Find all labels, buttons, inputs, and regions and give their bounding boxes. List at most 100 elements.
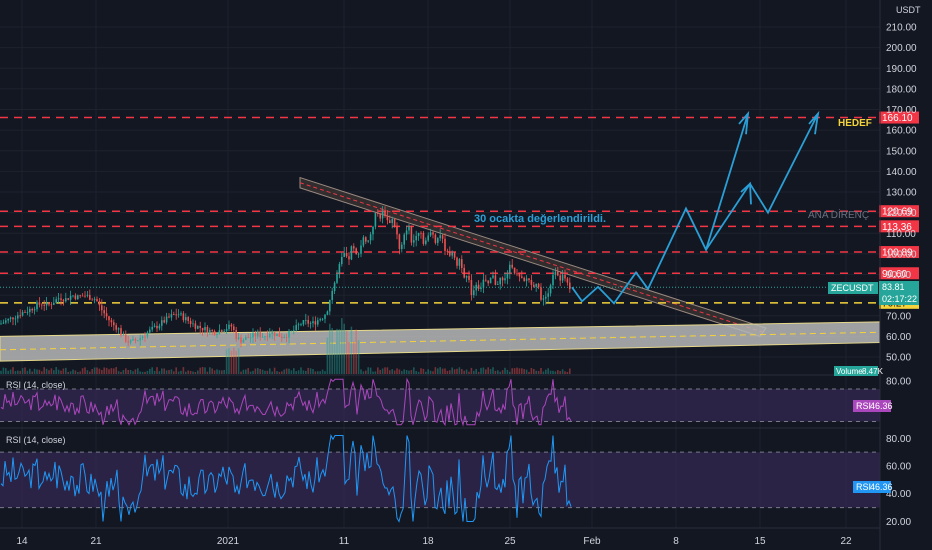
- candle-body: [177, 314, 180, 316]
- rsi-value-badge-1[interactable]: RSI 46.36: [853, 400, 893, 412]
- target-label: HEDEF: [838, 118, 872, 129]
- support-band-area: [0, 321, 881, 362]
- volume-bar: [254, 368, 257, 374]
- symbol-label: ZECUSDT: [831, 283, 874, 293]
- rsi-band-fill: [0, 452, 880, 508]
- resistance-value-1: 120.69: [882, 207, 913, 218]
- volume-bar: [9, 369, 12, 374]
- volume-bar: [139, 371, 141, 374]
- volume-bar: [50, 368, 53, 374]
- descending-channel[interactable]: [299, 176, 767, 337]
- volume-bar: [477, 371, 480, 374]
- volume-bar: [401, 371, 403, 374]
- candle-body: [437, 238, 439, 243]
- projection-arrowhead-2: [740, 181, 752, 205]
- volume-bar: [499, 371, 501, 374]
- candle-body: [369, 234, 372, 241]
- candle-body: [559, 275, 561, 281]
- volume-bar: [72, 369, 74, 374]
- volume-bar: [530, 367, 533, 374]
- volume-bar: [33, 368, 36, 374]
- candle-body: [465, 276, 468, 278]
- candle-body: [237, 337, 240, 340]
- candle-body: [305, 319, 307, 321]
- candle-body: [57, 298, 60, 300]
- candle-body: [257, 332, 259, 337]
- volume-bar: [554, 371, 557, 374]
- time-tick-5: 25: [504, 536, 516, 547]
- rsi-value-badge-2[interactable]: RSI 46.36: [853, 481, 893, 493]
- candle-body: [446, 250, 449, 252]
- volume-bar: [456, 368, 458, 374]
- candle-body: [129, 340, 132, 343]
- candle-body: [360, 245, 362, 254]
- candle-body: [79, 295, 81, 297]
- candle-body: [521, 276, 523, 278]
- time-tick-2: 2021: [217, 536, 240, 547]
- candle-body: [451, 252, 453, 256]
- candle-body: [163, 320, 165, 323]
- volume-bar: [43, 367, 45, 374]
- candle-body: [211, 329, 213, 332]
- volume-value: 8.47K: [862, 367, 884, 376]
- volume-bar: [69, 371, 72, 374]
- volume-bar: [245, 369, 247, 374]
- candle-body: [122, 334, 125, 336]
- volume-bar: [93, 367, 96, 374]
- projection-path[interactable]: [571, 110, 820, 305]
- rsi-panel-1: 80.00: [0, 376, 911, 427]
- support-band[interactable]: [0, 321, 881, 362]
- volume-badge[interactable]: Volume 8.47K: [834, 366, 884, 376]
- volume-bar: [41, 371, 43, 374]
- volume-bar: [516, 367, 518, 374]
- volume-bar: [518, 368, 521, 374]
- candle-body: [456, 257, 458, 266]
- candle-body: [528, 278, 530, 280]
- volume-bar: [173, 371, 175, 374]
- volume-bar: [158, 371, 161, 374]
- volume-bar: [309, 368, 312, 374]
- volume-bar: [132, 371, 134, 374]
- rsi-label-1: RSI (14, close): [6, 380, 66, 390]
- candle-body: [266, 336, 269, 338]
- volume-bar: [53, 370, 55, 374]
- candle-body: [523, 277, 525, 281]
- candle-body: [235, 329, 237, 340]
- candle-body: [146, 332, 149, 337]
- candle-body: [403, 234, 405, 245]
- candle-body: [108, 316, 110, 321]
- candle-body: [444, 238, 446, 251]
- volume-bar: [511, 368, 513, 374]
- resistance-badge-0: [879, 111, 919, 124]
- price-axis[interactable]: 210.00 200.00 190.00 180.00 170.00 160.00 150.…: [879, 0, 917, 550]
- volume-bar: [264, 370, 266, 374]
- current-price-badge[interactable]: 83.81 02:17:22: [879, 281, 919, 305]
- candle-body: [247, 337, 249, 339]
- volume-bar: [353, 341, 355, 374]
- candle-body: [225, 329, 228, 332]
- price-tick-5: 160.00: [886, 126, 917, 137]
- time-axis[interactable]: 14 21 2021 11 18 25 Feb 8 15 22: [16, 536, 852, 547]
- candle-body: [319, 319, 321, 321]
- volume-bar: [151, 367, 153, 374]
- volume-bar: [372, 371, 374, 374]
- candle-body: [242, 339, 245, 343]
- candle-body: [105, 313, 108, 317]
- candle-body: [180, 313, 182, 315]
- resistance-value-2: 113.36: [882, 222, 912, 233]
- candle-body: [494, 275, 497, 285]
- candle-body: [72, 295, 74, 297]
- volume-bar: [96, 367, 98, 374]
- volume-bar: [240, 371, 242, 374]
- candle-body: [189, 320, 192, 324]
- candle-body: [69, 295, 72, 300]
- symbol-badge[interactable]: ZECUSDT: [828, 282, 878, 294]
- volume-bar: [182, 367, 185, 374]
- candle-body: [434, 234, 437, 243]
- candle-body: [43, 304, 45, 306]
- volume-bar: [523, 369, 525, 374]
- volume-bar: [55, 367, 57, 374]
- candle-body: [60, 298, 62, 300]
